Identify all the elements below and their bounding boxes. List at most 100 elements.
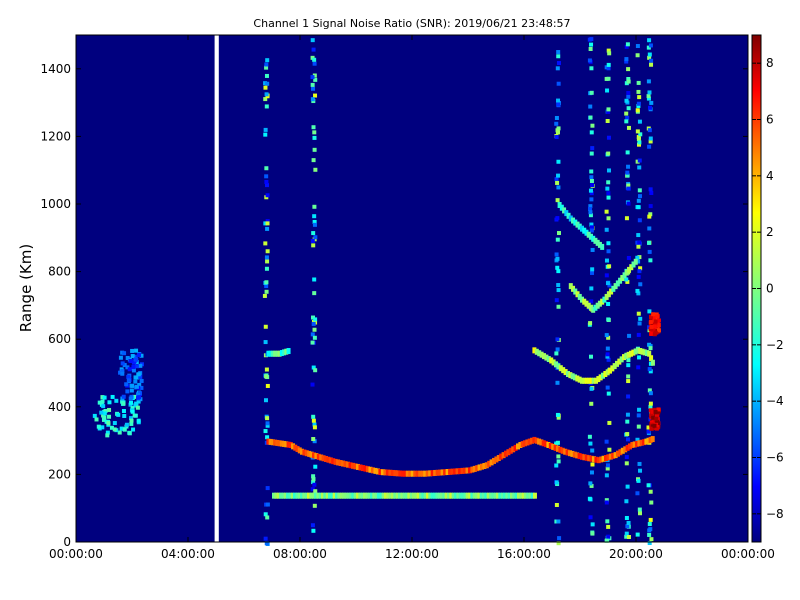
streak-cell xyxy=(556,519,561,524)
blob-cell xyxy=(129,416,134,421)
streak-cell xyxy=(624,277,629,282)
trace-cell xyxy=(442,492,447,499)
streak-cell xyxy=(590,123,595,128)
trace-cell xyxy=(534,437,539,444)
trace-cell xyxy=(277,440,282,447)
streak-cell xyxy=(607,264,612,269)
trace-cell xyxy=(400,470,405,477)
streak-cell xyxy=(636,424,641,429)
streak-cell xyxy=(636,413,641,418)
streak-cell xyxy=(606,301,611,306)
trace-cell xyxy=(470,466,475,473)
streak-cell xyxy=(624,57,629,62)
trace-cell xyxy=(482,492,486,499)
trace-cell xyxy=(288,492,293,499)
blob-cell xyxy=(117,430,122,435)
streak-cell xyxy=(589,37,594,42)
streak-cell xyxy=(265,81,270,86)
streak-cell xyxy=(637,507,642,512)
streak-cell xyxy=(311,480,316,485)
streak-cell xyxy=(635,437,640,442)
trace-cell xyxy=(561,367,566,374)
streak-cell xyxy=(588,213,593,218)
streak-cell xyxy=(557,536,562,541)
trace-cell xyxy=(573,374,577,381)
blob-cell xyxy=(101,413,106,418)
streak-cell xyxy=(627,333,632,338)
trace-cell xyxy=(566,371,570,377)
streak-cell xyxy=(626,394,631,399)
trace-cell xyxy=(627,266,632,273)
streak-cell xyxy=(265,486,270,491)
y-axis-label: Range (Km) xyxy=(17,244,35,332)
streak-cell xyxy=(554,351,559,356)
streak-cell xyxy=(626,106,631,111)
trace-cell xyxy=(626,351,631,358)
trace-cell xyxy=(275,439,280,446)
streak-cell xyxy=(312,291,317,296)
trace-cell xyxy=(360,465,365,472)
streak-cell xyxy=(264,179,269,184)
trace-cell xyxy=(629,350,633,357)
blob-cell xyxy=(125,355,130,360)
streak-cell xyxy=(589,42,594,47)
trace-cell xyxy=(370,492,374,499)
blob-cell xyxy=(100,425,105,430)
trace-cell xyxy=(273,439,278,446)
streak-cell xyxy=(626,374,631,379)
trace-cell xyxy=(600,243,605,250)
blob-cell xyxy=(100,399,105,404)
streak-cell xyxy=(556,50,561,55)
streak-cell xyxy=(312,204,317,209)
streak-cell xyxy=(264,255,269,260)
streak-cell xyxy=(554,121,559,126)
trace-cell xyxy=(266,438,271,445)
streak-cell xyxy=(313,77,318,82)
blob-cell xyxy=(130,348,135,353)
streak-cell xyxy=(624,111,629,116)
trace-cell xyxy=(391,492,395,499)
streak-cell xyxy=(310,38,315,43)
streak-cell xyxy=(312,439,317,444)
streak-cell xyxy=(265,421,270,426)
trace-cell xyxy=(491,492,496,499)
streak-cell xyxy=(636,101,641,106)
blob-cell xyxy=(651,312,656,317)
streak-cell xyxy=(589,225,594,230)
trace-cell xyxy=(346,492,351,499)
trace-cell xyxy=(348,462,353,469)
trace-cell xyxy=(589,455,594,462)
blob-cell xyxy=(655,320,660,325)
trace-cell xyxy=(339,492,344,499)
streak-cell xyxy=(646,483,651,488)
trace-cell xyxy=(463,467,468,474)
streak-cell xyxy=(313,317,318,322)
streak-cell xyxy=(625,419,630,424)
streak-cell xyxy=(588,46,593,51)
streak-cell xyxy=(605,281,610,286)
blob-cell xyxy=(133,379,138,384)
streak-cell xyxy=(589,197,594,202)
trace-cell xyxy=(410,470,415,477)
trace-cell xyxy=(480,463,484,470)
streak-cell xyxy=(647,128,652,133)
streak-cell xyxy=(625,170,630,175)
trace-cell xyxy=(291,443,296,450)
blob-cell xyxy=(120,371,125,376)
trace-cell xyxy=(428,470,433,477)
streak-cell xyxy=(264,266,269,271)
streak-cell xyxy=(604,439,609,444)
trace-cell xyxy=(602,296,607,303)
streak-cell xyxy=(649,190,654,195)
trace-cell xyxy=(342,492,346,499)
trace-cell xyxy=(644,350,649,357)
streak-cell xyxy=(554,480,559,485)
streak-cell xyxy=(555,440,560,445)
trace-cell xyxy=(609,288,614,295)
streak-cell xyxy=(647,522,652,527)
streak-cell xyxy=(607,447,612,452)
streak-cell xyxy=(588,441,593,446)
colorbar-tick-label: −4 xyxy=(766,394,784,408)
trace-cell xyxy=(489,459,494,466)
trace-cell xyxy=(309,451,314,458)
